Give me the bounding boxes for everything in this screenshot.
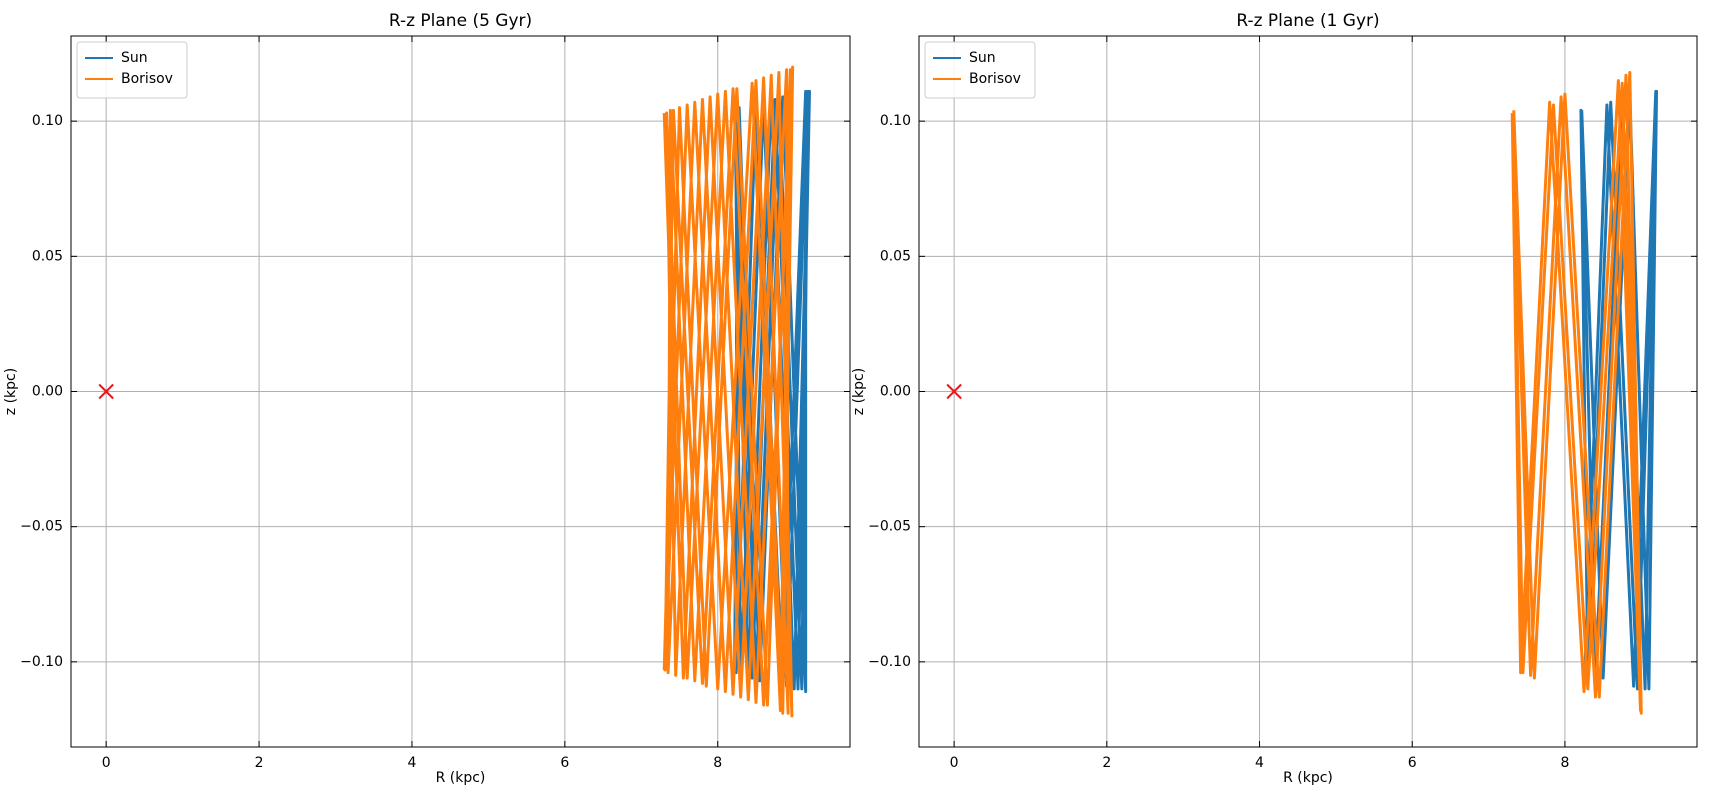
plot-frame: [70, 35, 851, 748]
y-tick-label: 0.10: [880, 113, 911, 129]
marker-stroke: [946, 383, 962, 400]
x-tick-label: 8: [713, 755, 722, 771]
y-tick-label: −0.10: [868, 654, 911, 670]
y-tick-label: 0.00: [32, 384, 63, 400]
orbit-line: [733, 89, 811, 694]
chart-title: R-z Plane (5 Gyr): [389, 11, 532, 31]
legend-box: [76, 41, 188, 99]
panel: R-z Plane (1 Gyr) R (kpc) z (kpc) 0 2 4 6 8 −0.1…: [851, 11, 1698, 786]
orbit-line: [662, 65, 795, 718]
y-tick-label: −0.10: [20, 654, 63, 670]
x-tick-label: 6: [1408, 755, 1417, 771]
y-tick-label: 0.05: [32, 248, 63, 264]
x-tick-label: 6: [560, 755, 569, 771]
legend-label: Borisov: [969, 71, 1021, 87]
center-marker: [946, 383, 962, 400]
y-axis-label: z (kpc): [3, 368, 19, 415]
x-tick-label: 8: [1560, 755, 1569, 771]
panel: R-z Plane (5 Gyr) R (kpc) z (kpc) 0 2 4 6 8 −0.1…: [3, 11, 851, 786]
y-tick-label: −0.05: [20, 519, 63, 535]
x-tick-label: 2: [255, 755, 264, 771]
orbit-line: [1510, 71, 1643, 715]
x-tick-label: 2: [1102, 755, 1111, 771]
legend-label: Sun: [121, 50, 148, 66]
y-tick-label: 0.05: [880, 248, 911, 264]
x-axis-label: R (kpc): [436, 770, 486, 786]
x-tick-label: 0: [102, 755, 111, 771]
legend-label: Borisov: [121, 71, 173, 87]
orbit-line: [1579, 89, 1659, 691]
legend-box: [924, 41, 1036, 99]
legend-label: Sun: [969, 50, 996, 66]
x-axis-label: R (kpc): [1283, 770, 1333, 786]
x-tick-label: 0: [950, 755, 959, 771]
x-tick-label: 4: [407, 755, 416, 771]
plot-frame: [918, 35, 1698, 748]
y-tick-label: 0.00: [880, 384, 911, 400]
marker-stroke: [98, 383, 114, 400]
x-tick-label: 4: [1255, 755, 1264, 771]
chart-title: R-z Plane (1 Gyr): [1236, 11, 1379, 31]
y-axis-label: z (kpc): [851, 368, 867, 415]
y-tick-label: −0.05: [868, 519, 911, 535]
y-tick-label: 0.10: [32, 113, 63, 129]
center-marker: [98, 383, 114, 400]
